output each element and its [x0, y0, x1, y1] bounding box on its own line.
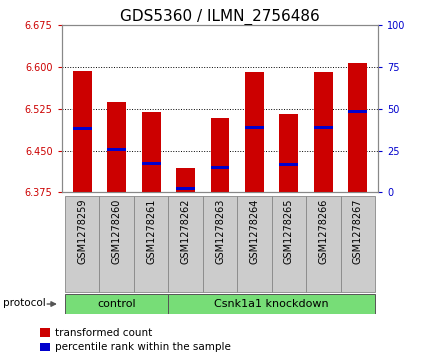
Bar: [306, 196, 341, 292]
Bar: [279, 114, 298, 192]
Bar: [107, 148, 126, 151]
Bar: [245, 126, 264, 129]
Bar: [176, 168, 195, 192]
Text: GSM1278265: GSM1278265: [284, 199, 294, 264]
Bar: [73, 127, 92, 130]
Bar: [210, 118, 230, 192]
Bar: [99, 196, 134, 292]
Bar: [210, 166, 230, 169]
Text: GSM1278264: GSM1278264: [249, 199, 260, 264]
Bar: [169, 294, 375, 314]
Bar: [65, 294, 169, 314]
Bar: [107, 102, 126, 192]
Text: Csnk1a1 knockdown: Csnk1a1 knockdown: [214, 299, 329, 309]
Bar: [341, 196, 375, 292]
Bar: [314, 126, 333, 129]
Title: GDS5360 / ILMN_2756486: GDS5360 / ILMN_2756486: [120, 9, 320, 25]
Text: protocol: protocol: [3, 298, 46, 308]
Bar: [203, 196, 237, 292]
Bar: [142, 112, 161, 192]
Bar: [279, 163, 298, 166]
Bar: [134, 196, 169, 292]
Bar: [142, 162, 161, 165]
Bar: [176, 187, 195, 190]
Text: control: control: [97, 299, 136, 309]
Bar: [314, 72, 333, 192]
Text: GSM1278263: GSM1278263: [215, 199, 225, 264]
Text: GSM1278262: GSM1278262: [180, 199, 191, 264]
Text: GSM1278261: GSM1278261: [146, 199, 156, 264]
Bar: [245, 72, 264, 192]
Text: GSM1278266: GSM1278266: [318, 199, 328, 264]
Bar: [348, 63, 367, 192]
Bar: [73, 71, 92, 192]
Text: GSM1278267: GSM1278267: [353, 199, 363, 264]
Bar: [237, 196, 271, 292]
Legend: transformed count, percentile rank within the sample: transformed count, percentile rank withi…: [40, 328, 231, 352]
Text: GSM1278259: GSM1278259: [77, 199, 87, 264]
Bar: [348, 110, 367, 113]
Bar: [65, 196, 99, 292]
Bar: [271, 196, 306, 292]
Text: GSM1278260: GSM1278260: [112, 199, 122, 264]
Bar: [169, 196, 203, 292]
